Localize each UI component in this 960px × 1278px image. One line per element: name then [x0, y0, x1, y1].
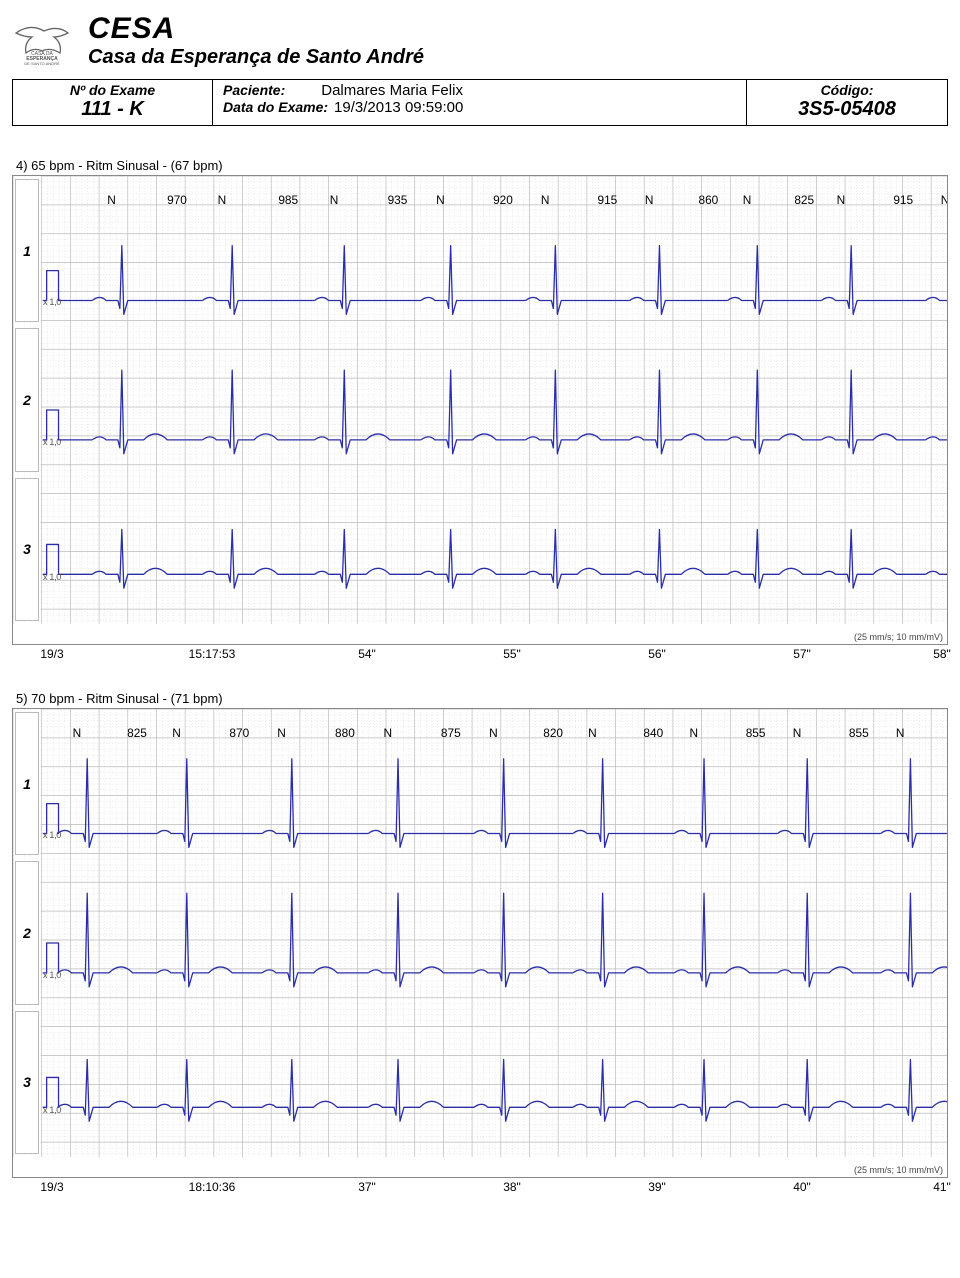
ecg-strip: 5) 70 bpm - Ritm Sinusal - (71 bpm) 825 N…	[12, 689, 948, 1178]
svg-text:N: N	[941, 193, 947, 207]
gain-label: x 1,0	[43, 1105, 61, 1115]
lead-label: 2	[15, 861, 39, 1004]
svg-text:N: N	[645, 193, 654, 207]
strip-body: 825 N 870 N 880 N 875 N 820 N 840 N 855 N 855 N N 123 x …	[12, 708, 948, 1178]
exam-no-label: Nº do Exame	[23, 82, 202, 98]
gain-label: x 1,0	[43, 970, 61, 980]
exam-date-label: Data do Exame:	[223, 99, 328, 115]
code-cell: Código: 3S5-05408	[747, 80, 947, 125]
org-short: CESA	[88, 12, 424, 46]
svg-text:855: 855	[746, 726, 766, 740]
svg-text:N: N	[743, 193, 752, 207]
time-tick: 56"	[648, 647, 666, 661]
svg-text:N: N	[107, 193, 116, 207]
svg-text:N: N	[277, 726, 286, 740]
strips-container: 4) 65 bpm - Ritm Sinusal - (67 bpm) 970 N…	[8, 156, 952, 1178]
patient-cell: Paciente: Dalmares Maria Felix Data do E…	[213, 80, 747, 125]
header-bar: Nº do Exame 111 - K Paciente: Dalmares M…	[12, 79, 948, 126]
lead-label: 2	[15, 328, 39, 471]
svg-text:DE SANTO ANDRÉ: DE SANTO ANDRÉ	[24, 61, 60, 66]
svg-text:825: 825	[127, 726, 147, 740]
exam-no: 111 - K	[23, 98, 202, 121]
svg-text:N: N	[384, 726, 393, 740]
patient-name: Dalmares Maria Felix	[321, 82, 463, 99]
exam-date: 19/3/2013 09:59:00	[334, 99, 463, 116]
time-tick: 55"	[503, 647, 521, 661]
time-tick: 41"	[933, 1180, 951, 1194]
org-logo: CASA DA ESPERANÇA DE SANTO ANDRÉ	[8, 21, 76, 69]
svg-text:880: 880	[335, 726, 355, 740]
svg-text:N: N	[436, 193, 445, 207]
lead-label: 1	[15, 179, 39, 322]
svg-text:860: 860	[698, 193, 718, 207]
time-tick: 38"	[503, 1180, 521, 1194]
svg-text:870: 870	[229, 726, 249, 740]
svg-text:920: 920	[493, 193, 513, 207]
svg-text:820: 820	[543, 726, 563, 740]
time-tick: 39"	[648, 1180, 666, 1194]
svg-text:915: 915	[893, 193, 913, 207]
lead-column: 123	[13, 176, 41, 624]
title-block: CESA Casa da Esperança de Santo André	[88, 12, 424, 69]
svg-text:N: N	[793, 726, 802, 740]
ecg-strip: 4) 65 bpm - Ritm Sinusal - (67 bpm) 970 N…	[12, 156, 948, 645]
time-tick: 57"	[793, 647, 811, 661]
svg-text:970: 970	[167, 193, 187, 207]
svg-text:N: N	[896, 726, 905, 740]
time-tick: 18:10:36	[189, 1180, 236, 1194]
gain-label: x 1,0	[43, 572, 61, 582]
time-axis: 19/3 15:17:53 54" 55" 56" 57" 58"	[12, 647, 948, 667]
time-tick: 19/3	[40, 1180, 63, 1194]
dove-icon: CASA DA ESPERANÇA DE SANTO ANDRÉ	[10, 23, 74, 67]
scale-note: (25 mm/s; 10 mm/mV)	[854, 632, 943, 642]
time-tick: 19/3	[40, 647, 63, 661]
lead-label: 1	[15, 712, 39, 855]
lead-label: 3	[15, 478, 39, 621]
svg-text:855: 855	[849, 726, 869, 740]
header-top: CASA DA ESPERANÇA DE SANTO ANDRÉ CESA Ca…	[8, 8, 952, 75]
svg-text:825: 825	[794, 193, 814, 207]
strip-title: 5) 70 bpm - Ritm Sinusal - (71 bpm)	[12, 689, 948, 708]
svg-text:N: N	[172, 726, 181, 740]
code-label: Código:	[757, 82, 937, 98]
svg-text:N: N	[489, 726, 498, 740]
page: CASA DA ESPERANÇA DE SANTO ANDRÉ CESA Ca…	[0, 0, 960, 1242]
svg-text:935: 935	[388, 193, 408, 207]
gain-label: x 1,0	[43, 830, 61, 840]
time-tick: 40"	[793, 1180, 811, 1194]
gain-label: x 1,0	[43, 437, 61, 447]
lead-column: 123	[13, 709, 41, 1157]
time-tick: 37"	[358, 1180, 376, 1194]
svg-text:N: N	[330, 193, 339, 207]
svg-text:915: 915	[597, 193, 617, 207]
svg-text:985: 985	[278, 193, 298, 207]
time-tick: 54"	[358, 647, 376, 661]
svg-text:N: N	[690, 726, 699, 740]
svg-text:N: N	[588, 726, 597, 740]
time-tick: 15:17:53	[189, 647, 236, 661]
time-axis: 19/3 18:10:36 37" 38" 39" 40" 41"	[12, 1180, 948, 1200]
code-value: 3S5-05408	[757, 98, 937, 121]
time-tick: 58"	[933, 647, 951, 661]
svg-text:840: 840	[643, 726, 663, 740]
strip-title: 4) 65 bpm - Ritm Sinusal - (67 bpm)	[12, 156, 948, 175]
exam-no-cell: Nº do Exame 111 - K	[13, 80, 213, 125]
org-full: Casa da Esperança de Santo André	[88, 46, 424, 69]
svg-text:N: N	[73, 726, 82, 740]
gain-label: x 1,0	[43, 297, 61, 307]
lead-label: 3	[15, 1011, 39, 1154]
svg-text:N: N	[218, 193, 227, 207]
svg-text:N: N	[837, 193, 846, 207]
strip-body: 970 N 985 N 935 N 920 N 915 N 860 N 825 N 915 N N 123 x …	[12, 175, 948, 645]
svg-text:875: 875	[441, 726, 461, 740]
scale-note: (25 mm/s; 10 mm/mV)	[854, 1165, 943, 1175]
svg-text:N: N	[541, 193, 550, 207]
patient-label: Paciente:	[223, 82, 285, 98]
